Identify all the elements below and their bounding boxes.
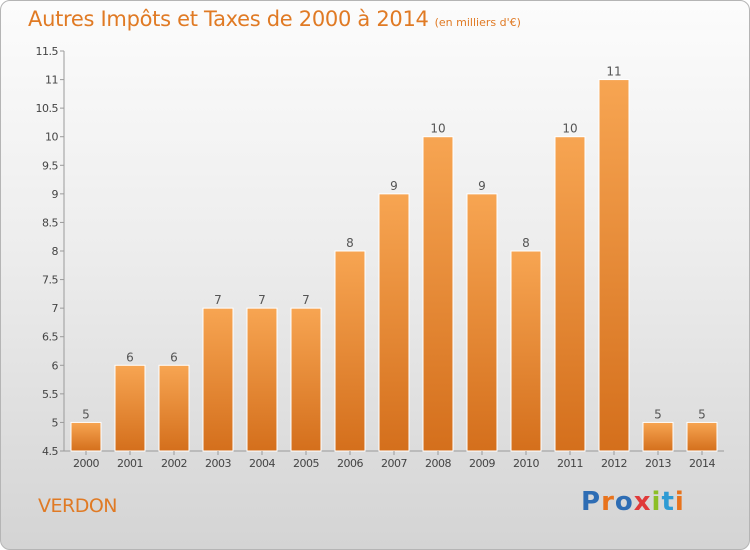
bar [158,364,190,452]
bar-value-label: 9 [390,179,398,193]
bar-value-label: 6 [126,350,134,364]
y-tick-label: 11.5 [36,45,59,58]
bar-value-label: 10 [430,122,445,136]
chart-title: Autres Impôts et Taxes de 2000 à 2014 (en… [28,7,521,31]
bar-value-label: 5 [654,407,662,421]
bar-value-label: 6 [170,350,178,364]
x-tick-label: 2011 [557,457,583,470]
x-tick-label: 2000 [73,457,99,470]
bar [246,307,278,452]
x-tick-label: 2013 [645,457,671,470]
bar [378,193,410,452]
y-tick-label: 9.5 [42,159,58,172]
x-tick-label: 2012 [601,457,627,470]
y-tick-label: 7 [52,302,59,315]
y-tick-label: 7.5 [42,274,58,287]
y-tick-label: 8 [52,245,59,258]
bar [554,136,586,452]
bar-value-label: 7 [214,293,222,307]
logo-letter: o [614,487,634,517]
bar-value-label: 5 [82,407,90,421]
y-tick-label: 10 [45,131,58,144]
bar [598,79,630,452]
bar-value-label: 11 [606,65,621,79]
bar-value-label: 9 [478,179,486,193]
bar-value-label: 10 [562,122,577,136]
logo-letter: P [581,487,602,517]
proxiti-logo: Proxiti [581,487,685,517]
logo-letter: t [661,487,675,517]
y-tick-label: 5.5 [42,388,58,401]
bar [334,250,366,452]
x-tick-label: 2005 [293,457,319,470]
x-tick-label: 2001 [117,457,143,470]
y-tick-label: 5 [52,416,59,429]
bar [466,193,498,452]
y-tick-label: 9 [52,188,59,201]
y-tick-label: 11 [45,74,58,87]
x-tick-label: 2008 [425,457,451,470]
logo-letter: x [633,487,652,517]
city-name: VERDON [38,495,118,517]
y-tick-label: 6 [52,359,59,372]
logo-letter: r [601,487,615,517]
bar [686,421,718,452]
bar [422,136,454,452]
logo-letter: i [651,487,662,517]
y-tick-label: 8.5 [42,216,58,229]
bar [642,421,674,452]
chart-title-text: Autres Impôts et Taxes de 2000 à 2014 [28,7,429,31]
y-tick-label: 4.5 [42,445,58,458]
plot-area: 4.5 5 5.5 6 6.5 7 7.5 8 8.5 9 9.5 10 10.5 11 11.5 5 2000… [36,45,724,470]
x-tick-label: 2009 [469,457,495,470]
bar [202,307,234,452]
y-tick-label: 10.5 [36,102,59,115]
bar [290,307,322,452]
bar-value-label: 8 [522,236,530,250]
logo-letter: i [674,487,685,517]
x-tick-label: 2004 [249,457,275,470]
bar [70,421,102,452]
y-tick-label: 6.5 [42,331,58,344]
x-tick-label: 2014 [689,457,715,470]
bar-value-label: 8 [346,236,354,250]
x-tick-label: 2010 [513,457,539,470]
x-tick-label: 2007 [381,457,407,470]
x-tick-label: 2003 [205,457,231,470]
bar-value-label: 7 [258,293,266,307]
chart-unit-label: (en milliers d'€) [434,16,521,29]
x-tick-label: 2002 [161,457,187,470]
bar [510,250,542,452]
bar-value-label: 5 [698,407,706,421]
bar-value-label: 7 [302,293,310,307]
x-tick-label: 2006 [337,457,363,470]
bar [114,364,146,452]
